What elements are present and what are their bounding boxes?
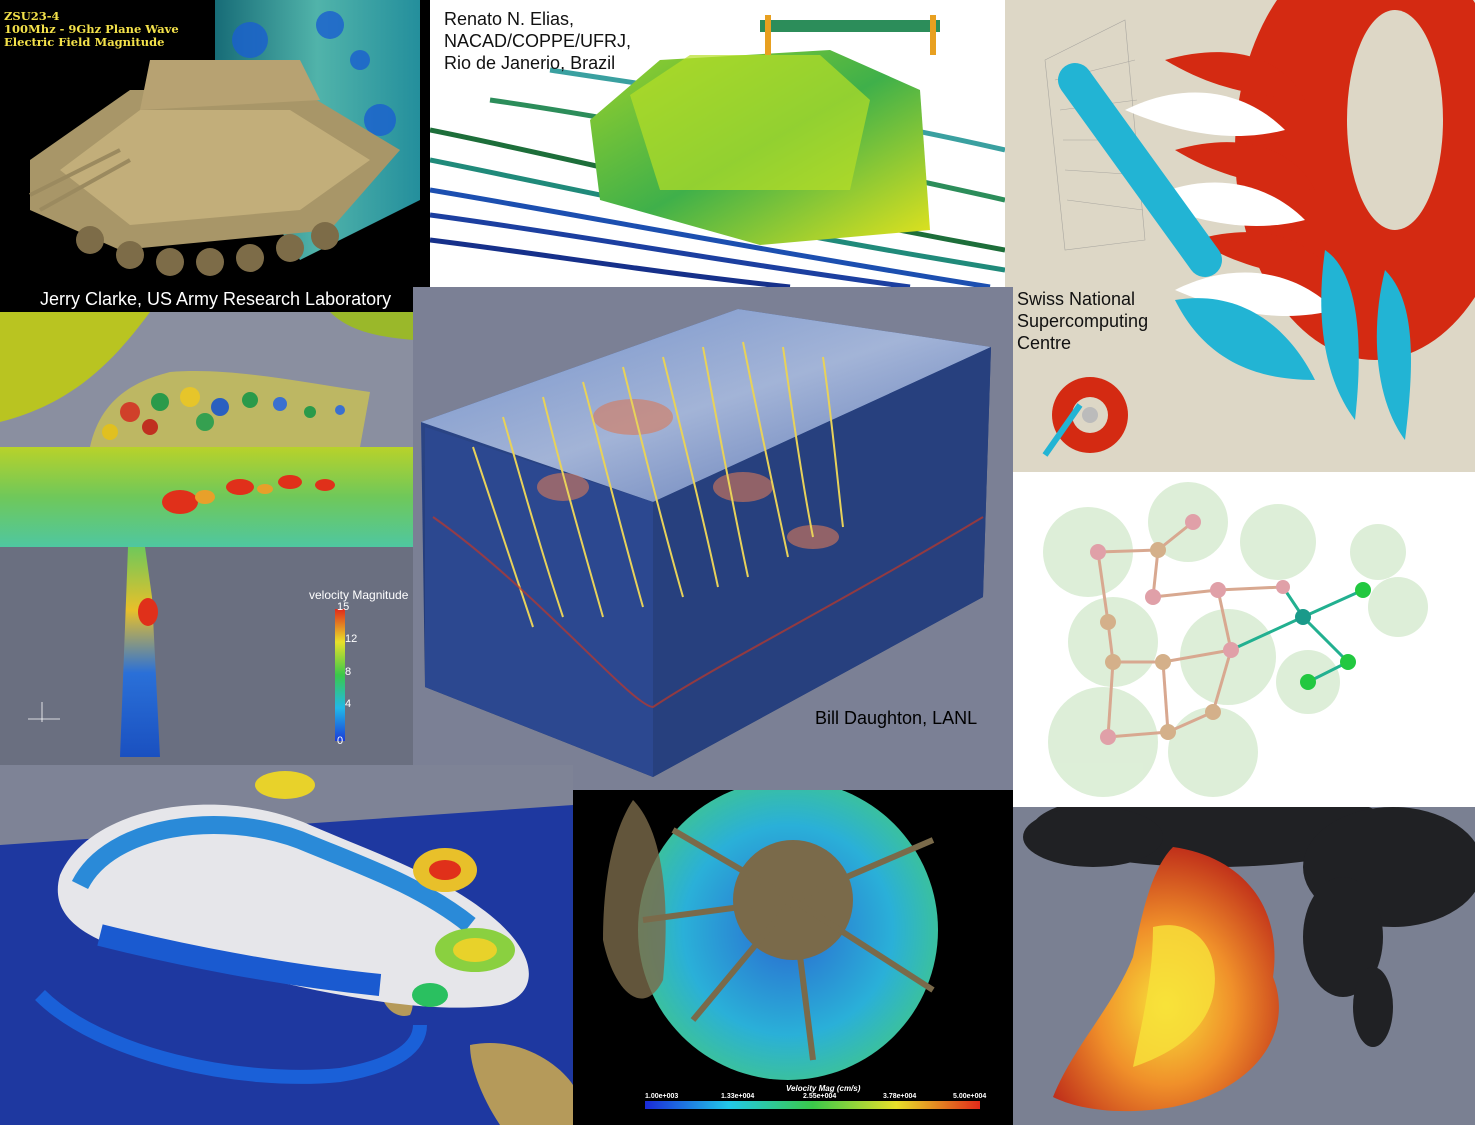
channel-colorbar-tick: 8 <box>345 666 352 678</box>
turbine-credit-line: Supercomputing <box>1017 311 1149 331</box>
tank-title-line: Electric Field Magnitude <box>4 35 165 49</box>
tank-title-block: ZSU23-4 100Mhz - 9Ghz Plane Wave Electri… <box>4 10 179 49</box>
magnetic-reconnection-visualization-panel: Bill Daughton, LANL <box>413 287 1013 790</box>
turbine-scene-image <box>1042 0 1475 457</box>
asteroid-impact-visualization-panel: Velocity Mag (cm/s) 1.00e+003 1.33e+004 … <box>573 790 1013 1125</box>
race-car-credit-line: NACAD/COPPE/UFRJ, <box>444 31 632 51</box>
circulation-visualization-panel <box>0 765 573 1125</box>
race-car-streamlines-image <box>430 15 1005 287</box>
circulation-image <box>0 771 573 1125</box>
magnetic-reconnection-box-image <box>421 309 991 777</box>
channel-colorbar-tick: 4 <box>345 698 352 710</box>
tank-credit: Jerry Clarke, US Army Research Laborator… <box>40 289 392 309</box>
channel-flow-image <box>0 447 413 757</box>
terrain-scene-image <box>0 312 413 447</box>
tank-scene-image <box>29 0 420 276</box>
channel-colorbar-tick: 12 <box>345 633 358 645</box>
fire-smoke-visualization-panel <box>1013 807 1475 1125</box>
asteroid-impact-image <box>603 790 980 1109</box>
tank-visualization-panel: ZSU23-4 100Mhz - 9Ghz Plane Wave Electri… <box>0 0 430 312</box>
channel-flow-visualization-panel: velocity Magnitude 15 12 8 4 0 <box>0 447 413 765</box>
asteroid-colorbar-title: Velocity Mag (cm/s) <box>786 1084 861 1093</box>
turbine-visualization-panel: Swiss National Supercomputing Centre <box>1005 0 1475 472</box>
race-car-visualization-panel: Renato N. Elias, NACAD/COPPE/UFRJ, Rio d… <box>430 0 1005 287</box>
asteroid-colorbar-tick: 2.55e+004 <box>803 1093 837 1100</box>
race-car-credit-line: Rio de Janerio, Brazil <box>444 53 616 73</box>
channel-colorbar-tick: 15 <box>337 601 350 613</box>
terrain-visualization-panel <box>0 312 413 447</box>
race-car-credit-line: Renato N. Elias, <box>444 9 575 29</box>
asteroid-colorbar-tick: 5.00e+004 <box>953 1093 987 1100</box>
asteroid-colorbar-tick: 1.00e+003 <box>645 1093 679 1100</box>
molecule-visualization-panel <box>1013 472 1475 807</box>
magnetic-box-credit: Bill Daughton, LANL <box>815 708 978 728</box>
turbine-credit-line: Swiss National <box>1017 289 1136 309</box>
turbine-credit-line: Centre <box>1017 333 1072 353</box>
fire-smoke-image <box>1023 807 1475 1112</box>
asteroid-colorbar-tick: 3.78e+004 <box>883 1093 917 1100</box>
asteroid-colorbar-tick: 1.33e+004 <box>721 1093 755 1100</box>
tank-title-line: 100Mhz - 9Ghz Plane Wave <box>4 22 179 36</box>
channel-colorbar-tick: 0 <box>337 735 344 747</box>
channel-colorbar-title: velocity Magnitude <box>309 588 409 602</box>
molecule-image <box>1043 482 1428 797</box>
turbine-credit-block: Swiss National Supercomputing Centre <box>1017 288 1148 354</box>
race-car-credit-block: Renato N. Elias, NACAD/COPPE/UFRJ, Rio d… <box>444 8 631 74</box>
tank-title-line: ZSU23-4 <box>4 9 60 23</box>
